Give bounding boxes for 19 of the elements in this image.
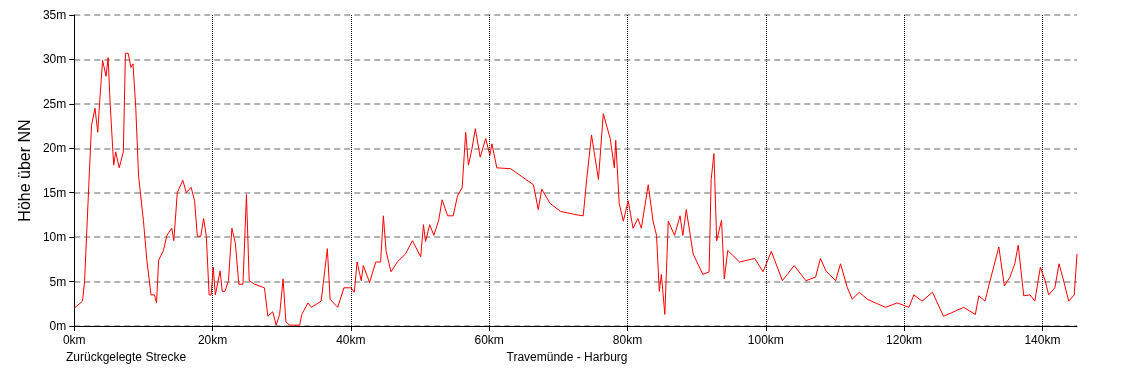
x-tick-label: 0km xyxy=(62,333,86,347)
x-tick-label: 140km xyxy=(1024,333,1061,347)
y-tick-label: 10m xyxy=(42,230,67,245)
y-tick-label: 0m xyxy=(49,319,67,333)
x-axis-title: Zurückgelegte Strecke xyxy=(66,350,187,364)
x-tick-label: 20km xyxy=(197,333,228,347)
y-tick-label: 5m xyxy=(49,274,67,289)
x-tick-label: 100km xyxy=(747,333,784,347)
y-tick-label: 30m xyxy=(42,52,67,67)
y-axis-title: Höhe über NN xyxy=(15,119,33,222)
y-tick-label: 20m xyxy=(42,141,67,156)
x-tick-label: 40km xyxy=(336,333,366,347)
text: Travemünde - Harburg xyxy=(506,350,628,364)
y-tick-label: 25m xyxy=(42,96,67,111)
x-tick-label: 60km xyxy=(474,333,504,347)
x-tick-label: 120km xyxy=(886,333,923,347)
x-tick-label: 80km xyxy=(612,333,643,347)
y-tick-label: 15m xyxy=(42,185,67,200)
y-tick-label: 35m xyxy=(42,8,67,22)
